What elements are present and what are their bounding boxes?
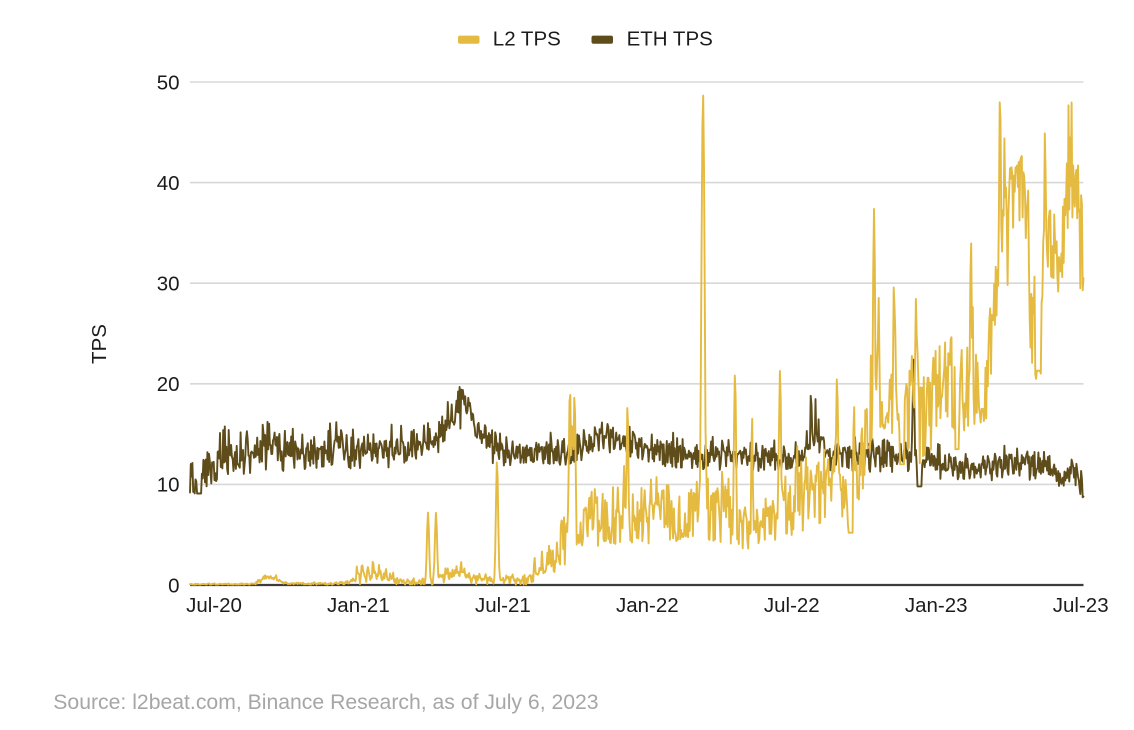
svg-text:Jan-21: Jan-21: [327, 594, 390, 617]
svg-text:50: 50: [157, 71, 180, 94]
svg-text:TPS: TPS: [88, 324, 111, 364]
svg-text:Jan-22: Jan-22: [616, 594, 679, 617]
svg-text:Jul-21: Jul-21: [475, 594, 531, 617]
svg-text:L2 TPS: L2 TPS: [493, 27, 561, 50]
svg-text:30: 30: [157, 273, 180, 296]
svg-text:Jan-23: Jan-23: [905, 594, 968, 617]
svg-text:Jul-22: Jul-22: [764, 594, 820, 617]
svg-text:20: 20: [157, 373, 180, 396]
svg-text:40: 40: [157, 172, 180, 195]
svg-text:ETH TPS: ETH TPS: [627, 27, 713, 50]
svg-text:10: 10: [157, 474, 180, 497]
svg-text:Jul-23: Jul-23: [1053, 594, 1109, 617]
svg-text:Source: l2beat.com, Binance Re: Source: l2beat.com, Binance Research, as…: [53, 691, 598, 714]
svg-text:Jul-20: Jul-20: [186, 594, 242, 617]
svg-text:0: 0: [168, 574, 179, 597]
